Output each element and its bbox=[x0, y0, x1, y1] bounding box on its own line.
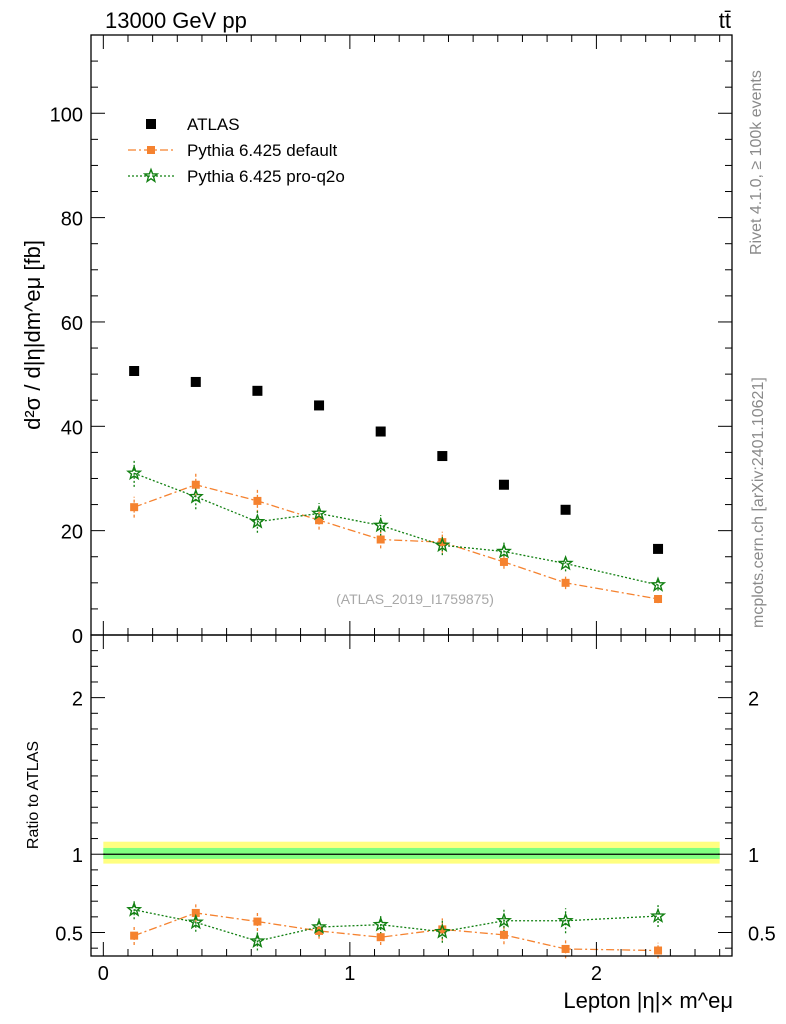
ratio-proq2o-point bbox=[249, 932, 266, 949]
atlas-point bbox=[129, 366, 140, 376]
atlas-point bbox=[252, 385, 263, 396]
atlas-point bbox=[375, 426, 386, 437]
ratio-y-tick-label-right: 2 bbox=[748, 689, 759, 711]
ratio-proq2o-point bbox=[434, 923, 451, 939]
ratio-default-line bbox=[133, 912, 659, 952]
ratio-default-point bbox=[191, 908, 200, 917]
legend-label: ATLAS bbox=[187, 115, 240, 134]
energy-label: 13000 GeV pp bbox=[105, 8, 247, 33]
ratio-y-tick-label-left: 0.5 bbox=[55, 924, 83, 946]
default-point bbox=[130, 503, 139, 512]
x-axis-label: Lepton |η|× m^eμ bbox=[563, 988, 733, 1013]
proq2o-point bbox=[187, 488, 204, 504]
ratio-proq2o-point bbox=[187, 913, 204, 930]
ratio-default-point bbox=[561, 944, 570, 953]
main-panel: (ATLAS_2019_I1759875) 0 20 40 60 80 100 ATLAS… bbox=[50, 34, 733, 648]
ratio-y-axis-label: Ratio to ATLAS bbox=[25, 741, 42, 849]
main-y-tick-label: 80 bbox=[61, 209, 83, 231]
main-y-axis-title: d²σ / d|η|dm^eμ [fb] bbox=[20, 240, 45, 430]
ratio-uncertainty-band-inner bbox=[103, 847, 720, 859]
legend-label: Pythia 6.425 pro-q2o bbox=[187, 167, 345, 186]
ratio-proq2o-point bbox=[495, 912, 513, 928]
ratio-default-point bbox=[253, 917, 262, 926]
proq2o-point bbox=[434, 536, 451, 553]
proq2o-point bbox=[372, 516, 389, 533]
proq2o-series-line bbox=[133, 472, 659, 586]
main-y-tick-label: 100 bbox=[50, 104, 83, 126]
legend-atlas-marker bbox=[146, 119, 156, 129]
default-series-line bbox=[133, 484, 659, 600]
ratio-y-axis-title: Ratio to ATLAS bbox=[25, 741, 42, 849]
proq2o-point bbox=[311, 504, 328, 521]
default-point bbox=[654, 595, 663, 603]
default-point bbox=[315, 516, 324, 525]
default-point bbox=[376, 535, 385, 544]
atlas-point bbox=[653, 543, 664, 554]
legend: ATLAS Pythia 6.425 default Pythia 6.425 pr… bbox=[128, 115, 345, 186]
atlas-point bbox=[190, 376, 201, 387]
proq2o-point bbox=[557, 554, 574, 571]
legend-default-marker bbox=[147, 146, 155, 154]
atlas-point bbox=[560, 504, 571, 515]
rivet-version-label: Rivet 4.1.0, ≥ 100k events bbox=[748, 70, 765, 255]
main-y-axis-label: d²σ / d|η|dm^eμ [fb] bbox=[20, 240, 45, 430]
ratio-default-point bbox=[315, 926, 324, 935]
ratio-proq2o-point bbox=[126, 901, 143, 917]
ratio-panel: 0.5 0.5 1 1 2 2 0 1 2 bbox=[55, 634, 776, 985]
ratio-proq2o-point bbox=[372, 916, 389, 932]
proq2o-point bbox=[126, 464, 143, 481]
main-y-tick-label: 40 bbox=[61, 417, 83, 439]
default-point bbox=[191, 480, 200, 489]
mcplots-site-label: mcplots.cern.ch [arXiv:2401.10621] bbox=[750, 377, 767, 628]
proq2o-point bbox=[650, 576, 667, 592]
process-label: tt̄ bbox=[719, 8, 731, 33]
proq2o-point bbox=[249, 513, 266, 529]
analysis-watermark: (ATLAS_2019_I1759875) bbox=[336, 591, 494, 607]
ratio-proq2o-point bbox=[650, 907, 667, 923]
ratio-proq2o-line bbox=[134, 909, 659, 942]
default-point bbox=[499, 557, 508, 566]
ratio-y-tick-label-left: 2 bbox=[72, 689, 83, 711]
ratio-default-point bbox=[499, 930, 508, 939]
legend-proq2o-marker bbox=[142, 167, 160, 183]
atlas-point bbox=[437, 451, 448, 462]
atlas-point bbox=[314, 400, 325, 411]
x-tick-label: 0 bbox=[98, 963, 109, 985]
default-point bbox=[561, 578, 570, 587]
default-point bbox=[438, 538, 447, 547]
proq2o-point bbox=[495, 543, 512, 559]
x-tick-label: 2 bbox=[591, 963, 602, 985]
x-tick-label: 1 bbox=[344, 963, 355, 985]
legend-label: Pythia 6.425 default bbox=[187, 141, 338, 160]
ratio-default-point bbox=[130, 931, 139, 940]
atlas-point bbox=[498, 479, 509, 490]
ratio-proq2o-point bbox=[311, 918, 328, 934]
ratio-default-point bbox=[438, 925, 447, 934]
ratio-y-tick-label-right: 1 bbox=[748, 845, 759, 867]
ratio-frame bbox=[90, 634, 733, 957]
ratio-y-tick-label-left: 1 bbox=[72, 845, 83, 867]
main-y-tick-label: 20 bbox=[61, 522, 83, 544]
default-point bbox=[253, 496, 262, 505]
ratio-y-tick-label-right: 0.5 bbox=[748, 924, 776, 946]
ratio-default-point bbox=[654, 946, 663, 955]
main-y-tick-label: 0 bbox=[72, 626, 83, 648]
main-y-tick-label: 60 bbox=[61, 313, 83, 335]
ratio-default-point bbox=[376, 933, 385, 942]
ratio-proq2o-point bbox=[557, 912, 574, 928]
